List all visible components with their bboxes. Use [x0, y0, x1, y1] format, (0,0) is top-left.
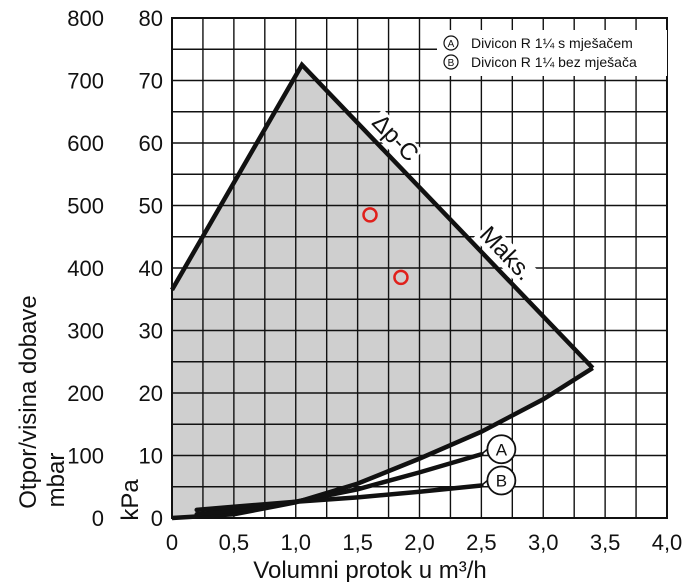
axis-titles: Volumni protok u m³/h Otpor/visina dobave…: [15, 295, 487, 582]
max-curve-line: [170, 61, 595, 370]
x-tick-label: 0,5: [219, 530, 250, 555]
y-tick-label-kpa: 60: [139, 131, 163, 156]
series-line-a: [194, 452, 484, 517]
y-tick-label-kpa: 80: [139, 6, 163, 31]
x-tick-label: 3,5: [590, 530, 621, 555]
y-axis-title-mbar: Otpor/visina dobavembar: [15, 295, 70, 508]
legend-box: [437, 30, 667, 76]
y-tick-label-kpa: 10: [139, 444, 163, 469]
x-tick-label: 0: [166, 530, 178, 555]
legend-entry: Divicon R 1¼ bez mješača: [471, 54, 637, 70]
plot-border: [171, 17, 668, 519]
legend: A Divicon R 1¼ s mješačem B Divicon R 1¼ be…: [437, 30, 667, 76]
y-tick-label-kpa: 70: [139, 69, 163, 94]
series-group: AB: [194, 434, 517, 517]
x-tick-labels: 0 0,5 1,0 1,5 2,0 2,5 3,0 3,5 4,0: [166, 530, 682, 555]
x-tick-label: 4,0: [652, 530, 683, 555]
highlight-point: [362, 207, 378, 223]
x-tick-label: 2,5: [466, 530, 497, 555]
pump-operating-area: [172, 64, 593, 518]
system-curve-line: [171, 366, 594, 521]
y-tick-label-kpa: 30: [139, 319, 163, 344]
x-tick-label: 1,5: [342, 530, 373, 555]
legend-marker: [443, 54, 459, 70]
x-tick-label: 1,0: [280, 530, 311, 555]
x-axis-title: Volumni protok u m³/h: [253, 557, 486, 582]
series-leader-b: [480, 479, 488, 487]
legend-entry: Divicon R 1¼ s mješačem: [471, 35, 633, 51]
y-tick-label-mbar: 100: [67, 444, 104, 469]
legend-marker-letter: B: [448, 58, 455, 69]
plot-frame: [171, 17, 668, 519]
x-tick-label: 3,0: [528, 530, 559, 555]
y-tick-label-mbar: 200: [67, 381, 104, 406]
y-tick-label-mbar: 600: [67, 131, 104, 156]
series-leader-a: [480, 448, 488, 455]
y-axis-title-unit: mbar: [43, 453, 70, 508]
series-marker-a: [486, 434, 517, 465]
y-tick-label-mbar: 700: [67, 69, 104, 94]
y-axis-title-line: Otpor/visina dobave: [15, 295, 42, 508]
x-tick-label: 2,0: [404, 530, 435, 555]
y-tick-label-mbar: 0: [92, 506, 104, 531]
highlight-point: [393, 269, 409, 286]
y-tick-label-kpa: 50: [139, 194, 163, 219]
series-line-b: [194, 483, 484, 513]
legend-marker: [443, 35, 459, 51]
y-tick-labels: 0102030405060708001002003004005006007008…: [67, 6, 163, 531]
highlight-points: [362, 207, 409, 286]
series-marker-b: [486, 465, 517, 496]
y-tick-label-mbar: 400: [67, 256, 104, 281]
y-tick-label-mbar: 800: [67, 6, 104, 31]
series-marker-label: B: [496, 472, 507, 491]
y-tick-label-kpa: 40: [139, 256, 163, 281]
y-tick-label-kpa: 20: [139, 381, 163, 406]
legend-marker-letter: A: [448, 39, 455, 50]
y-tick-label-mbar: 500: [67, 194, 104, 219]
y-tick-label-kpa: 0: [151, 506, 163, 531]
y-axis-title-kpa: kPa: [117, 479, 144, 521]
curve-label-bg: [365, 109, 424, 168]
y-tick-label-mbar: 300: [67, 319, 104, 344]
series-marker-label: A: [496, 440, 508, 459]
curve-label-bg: [473, 221, 540, 290]
